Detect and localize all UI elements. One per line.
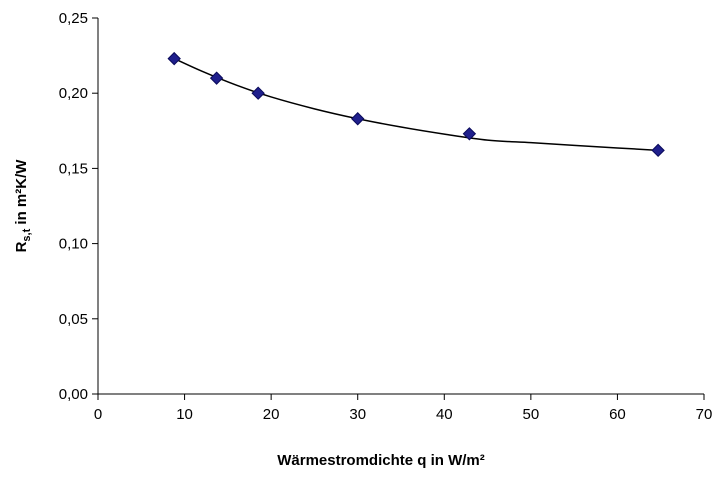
y-tick-label: 0,20 [59, 85, 88, 102]
x-tick-label: 50 [523, 406, 540, 423]
data-point-marker [209, 71, 224, 85]
y-axis-ticks: 0,00 0,05 0,10 0,15 0,20 0,25 [59, 10, 98, 403]
y-axis-title-subscript: s,t [21, 228, 33, 241]
y-tick-label: 0,10 [59, 236, 88, 253]
y-tick-label: 0,05 [59, 311, 88, 328]
x-tick-label: 40 [436, 406, 453, 423]
data-point-marker [251, 86, 265, 100]
axes [97, 18, 704, 395]
y-tick-label: 0,25 [59, 10, 88, 27]
x-tick-label: 70 [696, 406, 713, 423]
x-axis-ticks: 0 10 20 30 40 50 60 70 [94, 394, 713, 423]
trendline [173, 57, 659, 152]
trendline-group [173, 57, 659, 152]
data-point-marker [167, 51, 181, 66]
y-tick-label: 0,00 [59, 386, 88, 403]
y-axis-title: Rs,t in m²K/W [13, 159, 33, 253]
data-points [167, 51, 665, 158]
y-tick-label: 0,15 [59, 160, 88, 177]
x-tick-label: 0 [94, 406, 102, 423]
x-tick-label: 20 [263, 406, 280, 423]
data-point-marker [462, 127, 477, 141]
data-point-marker [651, 143, 665, 158]
x-tick-label: 60 [609, 406, 626, 423]
data-point-marker [351, 112, 365, 126]
y-axis-title-main: R [13, 241, 30, 252]
x-tick-label: 10 [176, 406, 193, 423]
y-axis-title-rest: in m²K/W [13, 159, 30, 229]
x-tick-label: 30 [349, 406, 366, 423]
x-axis-title: Wärmestromdichte q in W/m² [277, 452, 485, 469]
